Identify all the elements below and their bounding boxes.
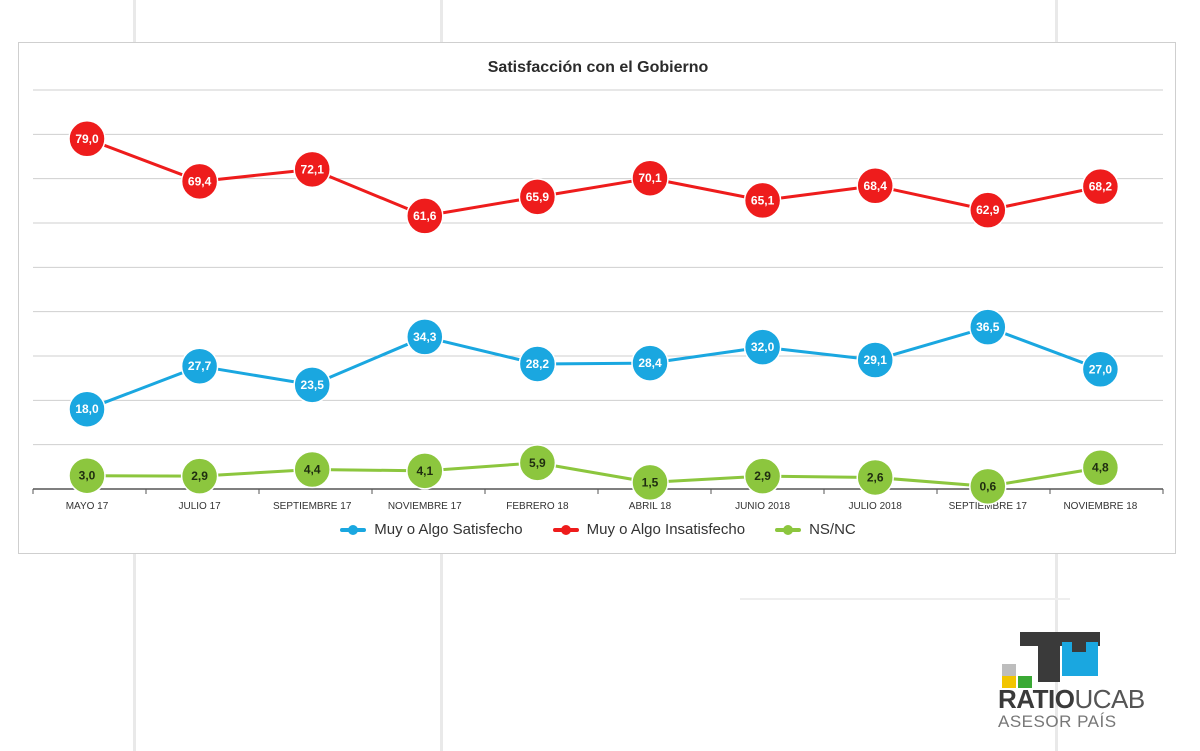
data-label: 65,9 (526, 190, 550, 204)
x-tick-label: NOVIEMBRE 18 (1063, 501, 1137, 512)
data-point (743, 457, 782, 495)
logo-wordmark: RATIOUCAB (998, 684, 1145, 715)
x-tick-label: JUNIO 2018 (735, 501, 790, 512)
legend-label: Muy o Algo Insatisfecho (586, 521, 746, 538)
data-label: 65,1 (751, 193, 775, 207)
data-label: 27,0 (1089, 362, 1113, 376)
data-label: 27,7 (188, 359, 212, 373)
data-label: 4,1 (416, 464, 433, 478)
data-point (969, 467, 1007, 506)
data-label: 1,5 (642, 475, 659, 489)
data-label: 61,6 (413, 209, 437, 223)
data-label: 72,1 (301, 162, 325, 176)
data-point (631, 159, 669, 197)
data-point (293, 150, 331, 189)
data-label: 23,5 (301, 378, 325, 392)
x-tick-label: JULIO 2018 (849, 501, 903, 512)
data-point (518, 444, 557, 482)
data-point (969, 308, 1007, 346)
data-point (631, 344, 669, 382)
data-point (969, 191, 1007, 229)
data-label: 3,0 (79, 469, 96, 483)
data-point (1081, 167, 1120, 206)
legend-label: NS/NC (809, 521, 856, 538)
x-tick-label: NOVIEMBRE 17 (388, 501, 462, 512)
chart-title: Satisfacción con el Gobierno (487, 59, 709, 76)
data-point (856, 341, 894, 379)
data-label: 5,9 (529, 456, 546, 470)
data-point (518, 345, 557, 383)
data-label: 2,9 (191, 469, 208, 483)
background-decoration (740, 598, 1070, 600)
chart-panel: Satisfacción con el Gobierno MAYO 17 JULI… (18, 42, 1176, 554)
data-point (180, 162, 219, 201)
data-label: 2,6 (867, 470, 884, 484)
data-point (856, 167, 894, 205)
legend-item-nsnc: NS/NC (775, 521, 856, 538)
data-label: 70,1 (638, 171, 662, 185)
data-point (68, 456, 106, 495)
data-label: 62,9 (976, 203, 1000, 217)
data-point (1081, 448, 1120, 487)
legend-swatch (552, 524, 579, 535)
data-point (743, 328, 782, 366)
data-point (293, 450, 331, 489)
data-label: 69,4 (188, 174, 212, 188)
logo-tagline: ASESOR PAÍS (998, 712, 1117, 731)
x-tick-label: MAYO 17 (66, 501, 109, 512)
x-tick-label: ABRIL 18 (629, 501, 672, 512)
data-point (68, 120, 106, 158)
legend-swatch (340, 524, 367, 535)
data-label: 18,0 (75, 402, 99, 416)
data-label: 79,0 (75, 132, 99, 146)
data-point (68, 390, 106, 428)
data-point (180, 347, 219, 385)
chart-legend: Muy o Algo Satisfecho Muy o Algo Insatis… (19, 521, 1177, 538)
data-point (631, 463, 669, 502)
x-tick-label: SEPTIEMBRE 17 (949, 501, 1028, 512)
logo-brand-light: UCAB (1074, 684, 1145, 714)
x-tick-label: JULIO 17 (178, 501, 221, 512)
data-label: 28,2 (526, 357, 550, 371)
data-label: 29,1 (864, 353, 888, 367)
data-point (406, 452, 444, 490)
legend-label: Muy o Algo Satisfecho (374, 521, 523, 538)
data-label: 32,0 (751, 340, 775, 354)
data-label: 36,5 (976, 320, 1000, 334)
legend-item-satisfecho: Muy o Algo Satisfecho (340, 521, 523, 538)
data-point (293, 366, 331, 404)
legend-swatch (775, 524, 802, 535)
data-label: 68,4 (864, 179, 888, 193)
data-label: 68,2 (1089, 180, 1113, 194)
data-point (180, 457, 219, 495)
data-point (743, 181, 782, 220)
data-label: 2,9 (754, 469, 771, 483)
logo-mark-icon (1002, 632, 1100, 688)
legend-item-insatisfecho: Muy o Algo Insatisfecho (552, 521, 746, 538)
data-point (856, 458, 894, 497)
ratioucab-logo: RATIOUCAB ASESOR PAÍS (980, 628, 1190, 748)
series-line-2 (86, 461, 1101, 488)
data-point (406, 197, 444, 235)
series-line-0 (86, 325, 1101, 411)
data-label: 4,4 (304, 462, 321, 476)
data-label: 4,8 (1092, 461, 1109, 475)
data-point (406, 318, 444, 356)
logo-brand-bold: RATIO (998, 684, 1075, 714)
x-tick-label: FEBRERO 18 (506, 501, 569, 512)
data-point (1081, 350, 1120, 389)
data-point (518, 178, 557, 216)
data-label: 34,3 (413, 330, 437, 344)
data-label: 28,4 (638, 356, 662, 370)
series-line-1 (86, 137, 1101, 218)
x-tick-label: SEPTIEMBRE 17 (273, 501, 352, 512)
line-chart: MAYO 17 JULIO 17 SEPTIEMBRE 17 NOVIEMBRE 17… (32, 89, 1164, 512)
data-label: 0,6 (979, 479, 996, 493)
